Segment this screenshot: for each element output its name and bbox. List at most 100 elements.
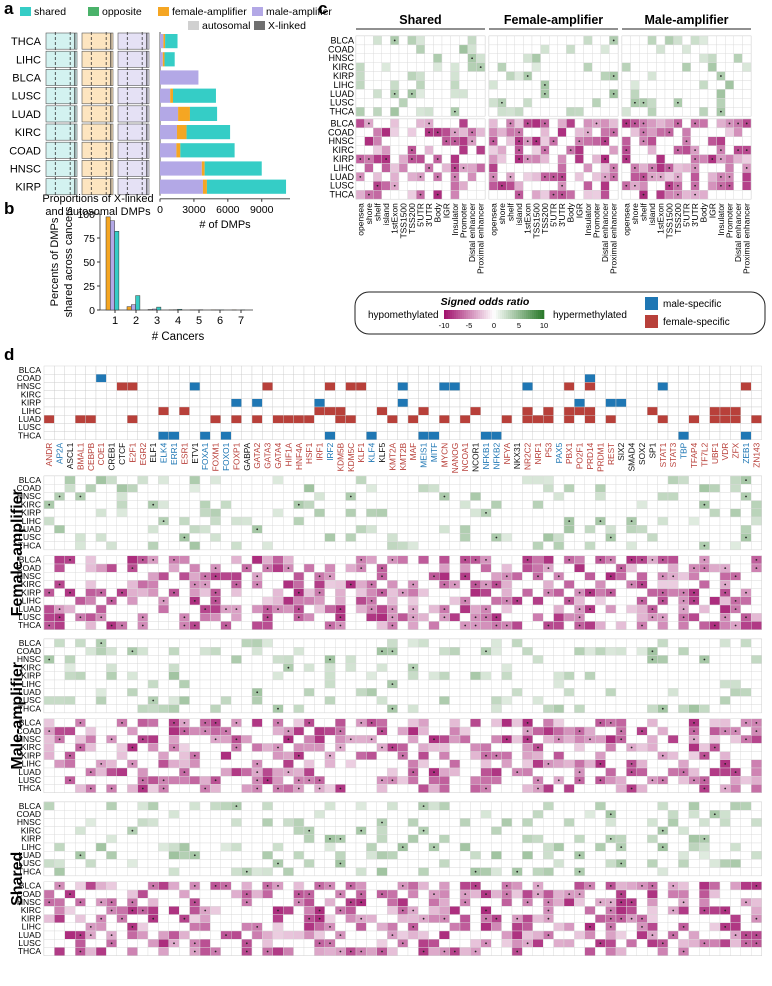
- d-hyper-cell: [116, 704, 128, 713]
- specific-cell: [459, 390, 471, 400]
- c-hypo-cell: [699, 145, 709, 155]
- d-hypo-sig-dot: [734, 600, 737, 602]
- d-hyper-cell: [563, 818, 575, 827]
- specific-cell: [480, 398, 492, 408]
- d-hypo-cell: [147, 784, 159, 793]
- d-hyper-cell: [428, 688, 440, 697]
- d-hyper-cell: [116, 655, 128, 664]
- d-hyper-cell: [636, 696, 648, 705]
- c-hypo-sig-dot: [642, 140, 645, 143]
- specific-cell: [428, 431, 440, 441]
- specific-cell: [740, 415, 752, 424]
- d-hypo-cell: [262, 751, 273, 760]
- specific-cell: [719, 431, 731, 441]
- d-hyper-cell: [74, 541, 86, 550]
- d-hyper-cell: [678, 492, 690, 501]
- d-hyper-cell: [615, 516, 627, 526]
- d-hypo-cell: [491, 735, 502, 744]
- specific-cell: [751, 415, 762, 424]
- d-hyper-sig-dot: [183, 536, 186, 539]
- d-hypo-cell: [719, 596, 731, 606]
- d-hyper-cell: [335, 704, 346, 713]
- specific-cell: [511, 406, 523, 416]
- d-hyper-cell: [283, 679, 294, 689]
- specific-cell: [54, 374, 66, 383]
- row-label-THCA: THCA: [18, 620, 41, 630]
- d-hyper-cell: [220, 475, 232, 485]
- specific-cell: [158, 374, 169, 383]
- d-hyper-cell: [595, 541, 606, 550]
- d-hypo-cell: [407, 759, 419, 769]
- d-hypo-sig-dot: [485, 787, 487, 790]
- d-hyper-cell: [657, 696, 669, 705]
- c-hypo-cell: [476, 189, 486, 200]
- legend-gradient-step: [542, 310, 545, 319]
- c-hyper-cell: [682, 44, 692, 55]
- d-hyper-cell: [303, 704, 315, 713]
- d-hypo-cell: [626, 718, 638, 728]
- col-label-shore: shore: [497, 203, 507, 225]
- d-hypo-cell: [647, 621, 658, 630]
- d-hyper-cell: [220, 688, 232, 697]
- d-hyper-cell: [168, 663, 180, 672]
- row-label-BLCA: BLCA: [19, 365, 42, 375]
- c-hyper-cell: [531, 53, 541, 63]
- d-hyper-cell: [459, 663, 471, 672]
- d-hyper-cell: [324, 492, 336, 501]
- specific-cell: [491, 374, 502, 383]
- d-hyper-cell: [147, 525, 159, 534]
- d-hypo-cell: [574, 735, 586, 744]
- d-hypo-cell: [85, 759, 97, 769]
- d-hypo-sig-dot: [682, 608, 685, 610]
- specific-cell: [543, 390, 554, 400]
- d-hyper-cell: [335, 508, 346, 518]
- d-hypo-sig-dot: [599, 763, 602, 765]
- d-hypo-cell: [699, 604, 710, 614]
- d-hyper-cell: [106, 500, 118, 510]
- c-hypo-cell: [647, 189, 657, 200]
- specific-cell: [449, 374, 461, 383]
- d-hyper-cell: [230, 492, 242, 501]
- d-hypo-sig-dot: [256, 575, 259, 578]
- d-hyper-cell: [178, 679, 190, 689]
- c-hypo-cell: [664, 118, 674, 129]
- d-hyper-cell: [230, 704, 242, 713]
- x-tick-label-9000: 9000: [250, 204, 274, 216]
- d-hyper-cell: [459, 679, 471, 689]
- d-hyper-cell: [543, 500, 554, 510]
- specific-cell: [126, 406, 138, 416]
- d-hypo-cell: [158, 563, 169, 573]
- d-hypo-cell: [147, 776, 159, 785]
- d-hypo-sig-dot: [214, 722, 217, 724]
- d-hyper-cell: [85, 818, 97, 827]
- d-hypo-cell: [199, 563, 211, 573]
- d-hypo-cell: [210, 555, 221, 565]
- d-hypo-sig-dot: [495, 616, 498, 619]
- specific-cell: [699, 431, 710, 441]
- d-hypo-cell: [345, 759, 357, 769]
- d-hyper-cell: [241, 638, 253, 648]
- d-hyper-cell: [522, 541, 534, 550]
- d-hypo-cell: [387, 784, 398, 793]
- d-hypo-cell: [241, 604, 253, 614]
- c-hypo-cell: [574, 118, 584, 129]
- c-hyper-sig-dot: [393, 92, 396, 95]
- specific-cell: [199, 365, 211, 375]
- c-hypo-cell: [583, 154, 593, 164]
- d-hyper-cell: [314, 484, 325, 493]
- d-hypo-cell: [324, 613, 336, 622]
- c-hypo-sig-dot: [436, 175, 439, 178]
- specific-cell: [293, 382, 305, 391]
- c-hypo-cell: [725, 154, 735, 164]
- c-hyper-cell: [699, 44, 709, 55]
- c-hyper-cell: [600, 89, 610, 99]
- d-hypo-cell: [95, 572, 107, 581]
- specific-cell: [355, 406, 367, 416]
- c-hypo-cell: [592, 154, 602, 164]
- d-hypo-cell: [355, 613, 367, 622]
- c-hyper-cell: [433, 62, 443, 72]
- specific-cell: [251, 382, 263, 391]
- d-hypo-cell: [95, 767, 107, 777]
- d-hypo-cell: [366, 621, 377, 630]
- d-hyper-cell: [480, 801, 492, 811]
